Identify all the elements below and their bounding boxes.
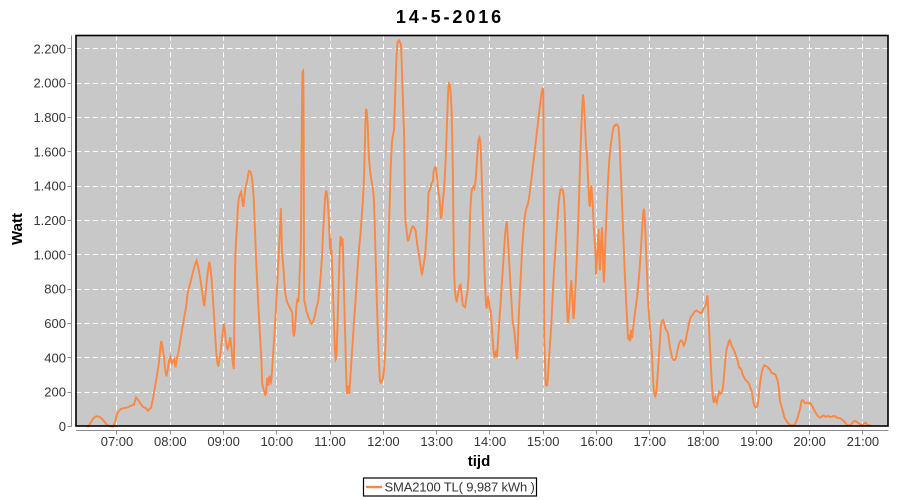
svg-text:1.800: 1.800 (33, 110, 66, 125)
svg-text:1.400: 1.400 (33, 179, 66, 194)
svg-text:600: 600 (44, 316, 66, 331)
svg-text:12:00: 12:00 (367, 434, 400, 449)
svg-text:17:00: 17:00 (634, 434, 667, 449)
svg-text:1.600: 1.600 (33, 144, 66, 159)
svg-text:21:00: 21:00 (847, 434, 880, 449)
svg-text:400: 400 (44, 350, 66, 365)
svg-text:11:00: 11:00 (314, 434, 346, 449)
svg-text:13:00: 13:00 (420, 434, 453, 449)
svg-text:SMA2100 TL( 9,987 kWh ): SMA2100 TL( 9,987 kWh ) (385, 480, 535, 495)
svg-text:200: 200 (44, 385, 66, 400)
svg-text:16:00: 16:00 (580, 434, 613, 449)
svg-text:tijd: tijd (468, 453, 491, 470)
svg-text:07:00: 07:00 (101, 434, 134, 449)
svg-text:Watt: Watt (9, 213, 26, 245)
svg-text:14-5-2016: 14-5-2016 (396, 7, 504, 27)
svg-text:0: 0 (59, 419, 66, 434)
svg-text:20:00: 20:00 (793, 434, 826, 449)
svg-text:1.000: 1.000 (33, 247, 66, 262)
svg-text:10:00: 10:00 (261, 434, 294, 449)
svg-text:08:00: 08:00 (154, 434, 187, 449)
svg-text:14:00: 14:00 (474, 434, 507, 449)
svg-text:15:00: 15:00 (527, 434, 560, 449)
svg-text:18:00: 18:00 (687, 434, 720, 449)
svg-text:09:00: 09:00 (207, 434, 240, 449)
svg-text:800: 800 (44, 282, 66, 297)
svg-text:2.000: 2.000 (33, 76, 66, 91)
svg-text:19:00: 19:00 (740, 434, 773, 449)
svg-text:1.200: 1.200 (33, 213, 66, 228)
svg-text:2.200: 2.200 (33, 41, 66, 56)
